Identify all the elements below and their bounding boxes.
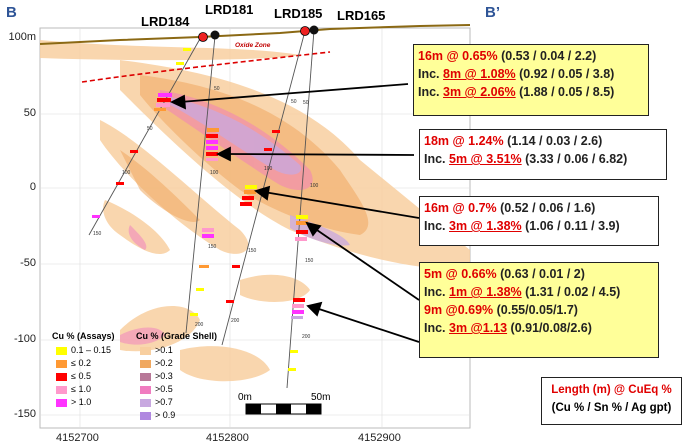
intercept-key: Length (m) @ CuEq % (Cu % / Sn % / Ag gp… — [541, 377, 682, 425]
scale-left-label: 0m — [238, 392, 252, 403]
legend-assays-item: > 1.0 — [56, 397, 91, 407]
depth-mark: 100 — [210, 170, 219, 176]
y-tick-label: 0 — [29, 181, 36, 193]
hole-label-lrd184: LRD184 — [141, 14, 190, 29]
depth-mark: 50 — [147, 126, 153, 132]
hole-label-lrd165: LRD165 — [337, 8, 386, 23]
y-tick-label: -50 — [20, 257, 36, 269]
legend-shell-item: >0.7 — [140, 397, 173, 407]
intercept-box-lrd181: 18m @ 1.24% (1.14 / 0.03 / 2.6) Inc. 5m … — [419, 129, 667, 180]
oxide-boundary — [81, 51, 331, 83]
key-line-2: (Cu % / Sn % / Ag gpt) — [551, 402, 672, 414]
ground-surface — [39, 24, 471, 45]
depth-mark: 50 — [214, 86, 220, 92]
y-tick-label: -150 — [13, 408, 36, 420]
callout-arrows — [169, 83, 420, 343]
legend-assays-item: ≤ 0.2 — [56, 358, 91, 368]
intercept-box-lrd165: 5m @ 0.66% (0.63 / 0.01 / 2) Inc. 1m @ 1… — [419, 262, 659, 358]
x-tick-label: 4152800 — [206, 432, 249, 444]
depth-mark: 100 — [310, 183, 319, 189]
legend-shell-item: > 0.9 — [140, 410, 175, 420]
intercept-line: Inc. 3m @1.13 (0.91/0.08/2.6) — [424, 321, 592, 335]
depth-mark: 200 — [302, 334, 311, 340]
legend-assays-title: Cu % (Assays) — [52, 331, 115, 341]
hole-label-lrd185: LRD185 — [274, 6, 323, 21]
collar-lrd185 — [300, 26, 310, 36]
hole-label-lrd181: LRD181 — [205, 2, 254, 17]
collar-lrd184 — [198, 32, 208, 42]
intercept-line: 5m @ 0.66% (0.63 / 0.01 / 2) — [424, 267, 585, 281]
intercept-line: Inc. 3m @ 1.38% (1.06 / 0.11 / 3.9) — [424, 219, 620, 233]
intercept-line: 16m @ 0.65% (0.53 / 0.04 / 2.2) — [418, 49, 597, 63]
legend-assays-item: 0.1 – 0.15 — [56, 345, 111, 355]
y-tick-label: 100m — [8, 31, 36, 43]
assay-intervals — [92, 48, 308, 371]
depth-mark: 200 — [195, 322, 204, 328]
legend-shell-title: Cu % (Grade Shell) — [136, 331, 218, 341]
section-end-label: B’ — [485, 4, 500, 21]
oxide-zone-label: Oxide Zone — [235, 42, 271, 49]
intercept-line: Inc. 3m @ 2.06% (1.88 / 0.05 / 8.5) — [418, 85, 615, 99]
key-line-1: Length (m) @ CuEq % — [551, 384, 672, 396]
legend-assays-item: ≤ 1.0 — [56, 384, 91, 394]
x-tick-label: 4152900 — [358, 432, 401, 444]
section-start-label: B — [6, 4, 17, 21]
x-tick-label: 4152700 — [56, 432, 99, 444]
intercept-box-lrd184: 16m @ 0.65% (0.53 / 0.04 / 2.2) Inc. 8m … — [413, 44, 649, 116]
collar-lrd181 — [210, 30, 220, 40]
intercept-line: 16m @ 0.7% (0.52 / 0.06 / 1.6) — [424, 201, 596, 215]
depth-mark: 150 — [305, 258, 314, 264]
intercept-line: Inc. 5m @ 3.51% (3.33 / 0.06 / 6.82) — [424, 152, 628, 166]
depth-mark: 100 — [264, 166, 273, 172]
depth-mark: 50 — [291, 99, 297, 105]
intercept-line: Inc. 8m @ 1.08% (0.92 / 0.05 / 3.8) — [418, 67, 615, 81]
intercept-line: 9m @0.69% (0.55/0.05/1.7) — [424, 303, 578, 317]
legend-assays-item: ≤ 0.5 — [56, 371, 91, 381]
depth-mark: 100 — [122, 170, 131, 176]
legend-shell-item: >0.1 — [140, 345, 173, 355]
depth-mark: 150 — [208, 244, 217, 250]
scale-right-label: 50m — [311, 392, 331, 403]
legend-shell-item: >0.2 — [140, 358, 173, 368]
depth-mark: 50 — [303, 100, 309, 106]
y-tick-label: 50 — [23, 107, 36, 119]
depth-mark: 150 — [248, 248, 257, 254]
collar-lrd165 — [309, 25, 319, 35]
scale-bar — [245, 403, 322, 415]
legend-shell-item: >0.3 — [140, 371, 173, 381]
intercept-line: 18m @ 1.24% (1.14 / 0.03 / 2.6) — [424, 134, 603, 148]
depth-mark: 200 — [231, 318, 240, 324]
intercept-box-lrd185: 16m @ 0.7% (0.52 / 0.06 / 1.6) Inc. 3m @… — [419, 196, 659, 246]
depth-mark: 150 — [93, 231, 102, 237]
y-tick-label: -100 — [13, 333, 36, 345]
legend-shell-item: >0.5 — [140, 384, 173, 394]
intercept-line: Inc. 1m @ 1.38% (1.31 / 0.02 / 4.5) — [424, 285, 621, 299]
